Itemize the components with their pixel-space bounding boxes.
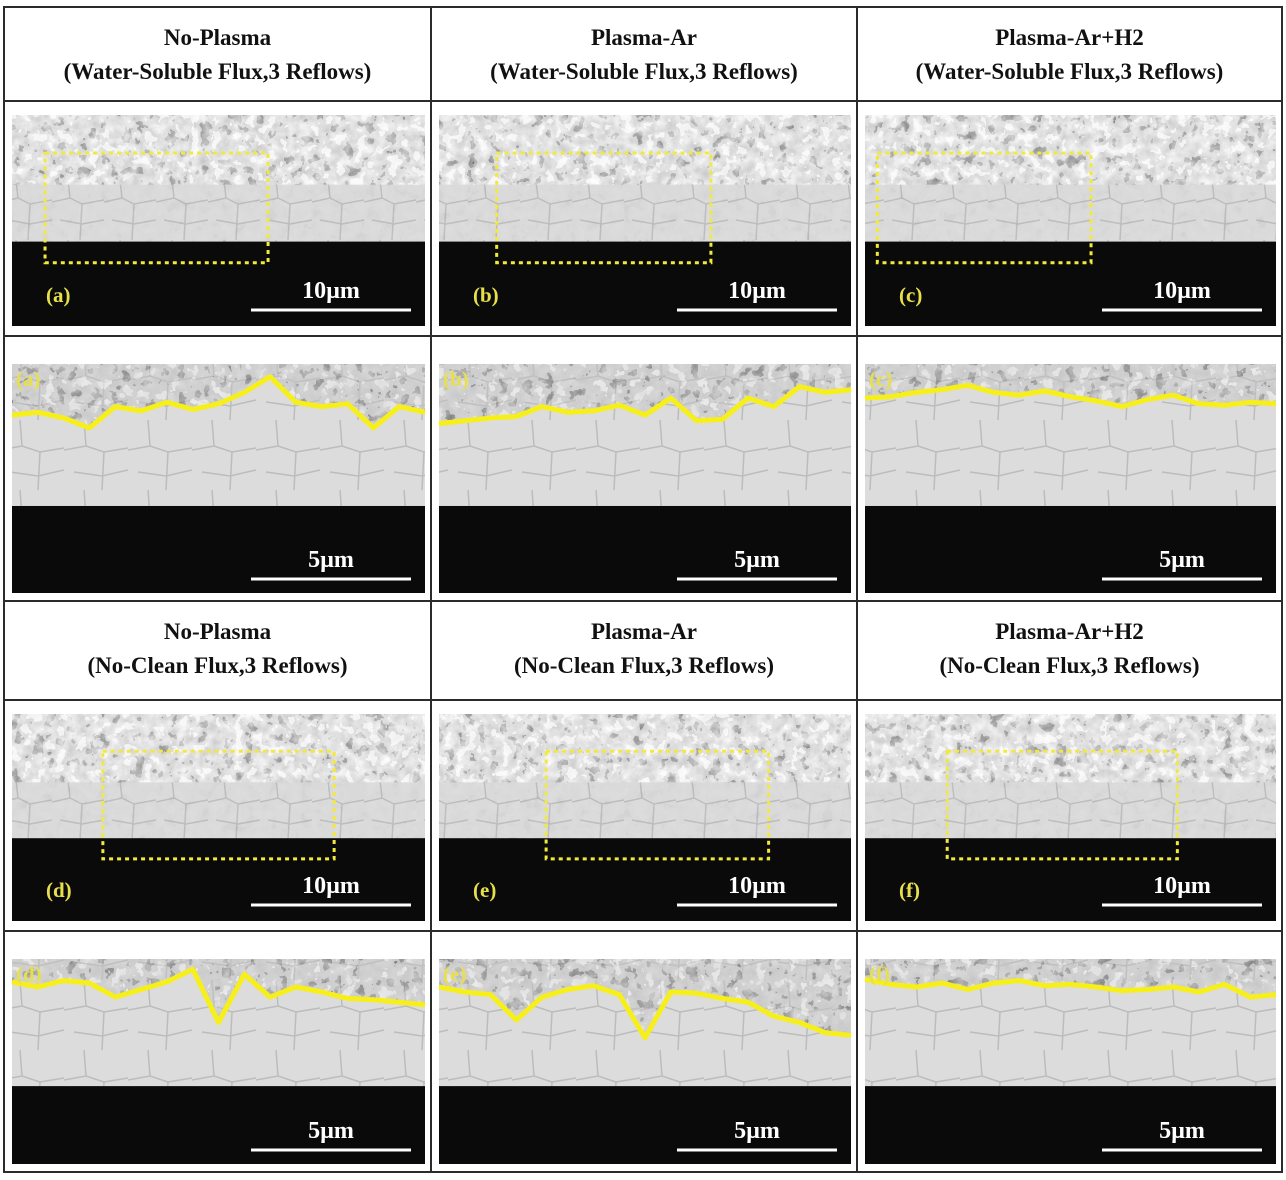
- substrate-region: [12, 241, 425, 326]
- panel-label: (c): [869, 367, 892, 391]
- substrate-region: [12, 838, 425, 921]
- scale-bar-label: 10µm: [728, 278, 786, 304]
- header-condition: (Water-Soluble Flux,3 Reflows): [916, 59, 1224, 84]
- imc-grain-layer: [439, 184, 851, 242]
- header-condition: (Water-Soluble Flux,3 Reflows): [64, 59, 372, 84]
- substrate-region: [865, 838, 1276, 921]
- header-treatment: Plasma-Ar+H2: [995, 25, 1144, 50]
- roi-dotted-box: [945, 749, 1179, 861]
- panel-label: (f): [899, 878, 920, 902]
- panel-label: (d): [46, 878, 72, 902]
- column-header: No-Plasma (Water-Soluble Flux,3 Reflows): [64, 25, 372, 84]
- roi-dotted-box: [875, 151, 1093, 265]
- header-condition: (No-Clean Flux,3 Reflows): [514, 653, 774, 678]
- roi-dotted-box: [101, 749, 336, 861]
- figure-border: [3, 6, 1283, 1173]
- sem-zoom-image: (b) 5µm: [438, 364, 852, 593]
- column-header: Plasma-Ar (Water-Soluble Flux,3 Reflows): [490, 25, 798, 84]
- scale-bar-label: 10µm: [302, 278, 360, 304]
- panels-layer: No-Plasma (Water-Soluble Flux,3 Reflows) (…: [11, 25, 1277, 1164]
- header-condition: (Water-Soluble Flux,3 Reflows): [490, 59, 798, 84]
- panel-label: (e): [473, 878, 496, 902]
- imc-grain-layer: [12, 184, 425, 242]
- header-treatment: Plasma-Ar: [591, 619, 697, 644]
- header-condition: (No-Clean Flux,3 Reflows): [88, 653, 348, 678]
- header-treatment: Plasma-Ar: [591, 25, 697, 50]
- interface-trace-line: [438, 384, 852, 427]
- panel-label: (a): [46, 283, 71, 307]
- scale-bar-label: 10µm: [302, 873, 360, 899]
- imc-grain-layer: [12, 782, 425, 839]
- scale-bar-label: 5µm: [308, 1118, 354, 1144]
- interface-trace-line: [864, 382, 1277, 410]
- roi-dotted-box: [495, 151, 713, 265]
- scale-bar-label: 5µm: [734, 547, 780, 573]
- interface-trace-line: [438, 983, 852, 1041]
- header-treatment: No-Plasma: [164, 25, 272, 50]
- imc-grain-layer: [865, 782, 1276, 839]
- header-condition: (No-Clean Flux,3 Reflows): [940, 653, 1200, 678]
- sem-zoom-image: (a) 5µm: [11, 364, 426, 593]
- substrate-region: [439, 241, 851, 326]
- panel-label: (e): [443, 962, 466, 986]
- substrate-region: [12, 1086, 425, 1164]
- scale-bar-label: 5µm: [734, 1118, 780, 1144]
- substrate-region: [865, 1086, 1276, 1164]
- scale-bar-label: 5µm: [1159, 1118, 1205, 1144]
- substrate-region: [439, 838, 851, 921]
- panel-label: (b): [473, 283, 499, 307]
- imc-grain-layer: [439, 782, 851, 839]
- imc-grain-layer: [865, 184, 1276, 242]
- interface-trace-line: [11, 374, 426, 431]
- sem-overview-image: (e) 10µm: [439, 714, 851, 921]
- panel-label: (c): [899, 283, 922, 307]
- sem-zoom-image: (e) 5µm: [438, 959, 852, 1164]
- sem-overview-image: (c) 10µm: [865, 115, 1276, 326]
- column-header: Plasma-Ar+H2 (Water-Soluble Flux,3 Reflow…: [916, 25, 1224, 84]
- sem-overview-image: (f) 10µm: [865, 714, 1276, 921]
- column-header: Plasma-Ar (No-Clean Flux,3 Reflows): [514, 619, 774, 678]
- substrate-region: [439, 1086, 851, 1164]
- header-treatment: Plasma-Ar+H2: [995, 619, 1144, 644]
- column-header: No-Plasma (No-Clean Flux,3 Reflows): [88, 619, 348, 678]
- panel-label: (d): [16, 962, 42, 986]
- scale-bar-label: 10µm: [1153, 278, 1211, 304]
- scale-bar-label: 5µm: [308, 547, 354, 573]
- header-treatment: No-Plasma: [164, 619, 272, 644]
- panel-label: (b): [443, 367, 469, 391]
- roi-dotted-box: [544, 749, 771, 861]
- interface-trace-line: [864, 976, 1277, 1000]
- panel-label: (a): [16, 367, 41, 391]
- substrate-region: [865, 241, 1276, 326]
- roi-dotted-box: [43, 151, 270, 265]
- sem-zoom-image: (d) 5µm: [11, 959, 426, 1164]
- panel-label: (f): [869, 962, 890, 986]
- column-header: Plasma-Ar+H2 (No-Clean Flux,3 Reflows): [940, 619, 1200, 678]
- sem-zoom-image: (c) 5µm: [864, 364, 1277, 593]
- grid-lines: [3, 6, 1283, 1173]
- scale-bar-label: 5µm: [1159, 547, 1205, 573]
- sem-overview-image: (a) 10µm: [12, 115, 425, 326]
- scale-bar-label: 10µm: [1153, 873, 1211, 899]
- sem-overview-image: (d) 10µm: [12, 714, 425, 921]
- sem-zoom-image: (f) 5µm: [864, 959, 1277, 1164]
- interface-trace-line: [11, 966, 426, 1025]
- scale-bar-label: 10µm: [728, 873, 786, 899]
- sem-overview-image: (b) 10µm: [439, 115, 851, 326]
